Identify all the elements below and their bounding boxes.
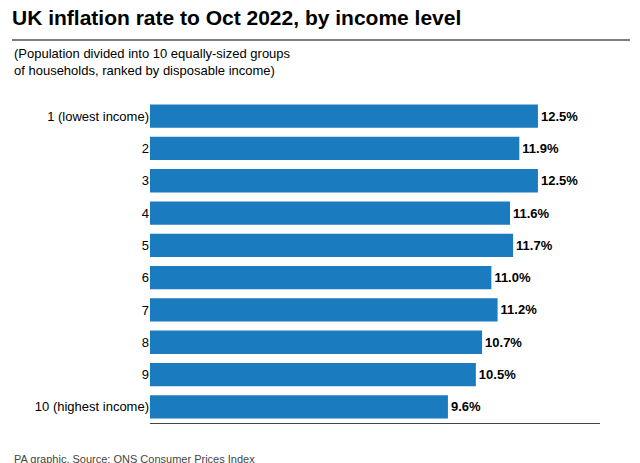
svg-text:PA graphic. Source: ONS Consum: PA graphic. Source: ONS Consumer Prices …	[14, 453, 255, 463]
svg-text:1 (lowest income): 1 (lowest income)	[47, 109, 149, 124]
svg-text:12.5%: 12.5%	[541, 173, 578, 188]
svg-text:6: 6	[142, 270, 149, 285]
svg-text:11.7%: 11.7%	[516, 238, 553, 253]
svg-text:12.5%: 12.5%	[541, 109, 578, 124]
svg-text:9: 9	[142, 367, 149, 382]
svg-text:5: 5	[142, 238, 149, 253]
svg-text:10.7%: 10.7%	[485, 335, 522, 350]
svg-text:UK inflation rate to Oct 2022,: UK inflation rate to Oct 2022, by income…	[12, 6, 461, 29]
svg-text:10 (highest income): 10 (highest income)	[35, 399, 149, 414]
svg-text:3: 3	[142, 173, 149, 188]
svg-text:4: 4	[142, 206, 149, 221]
svg-text:2: 2	[142, 141, 149, 156]
svg-text:11.9%: 11.9%	[522, 141, 559, 156]
svg-text:8: 8	[142, 335, 149, 350]
svg-text:11.2%: 11.2%	[501, 302, 538, 317]
svg-text:9.6%: 9.6%	[451, 399, 481, 414]
svg-text:10.5%: 10.5%	[479, 367, 516, 382]
svg-text:11.0%: 11.0%	[494, 270, 531, 285]
svg-text:7: 7	[142, 303, 149, 318]
svg-text:11.6%: 11.6%	[513, 206, 550, 221]
svg-text:(Population divided into 10 eq: (Population divided into 10 equally-size…	[14, 46, 291, 78]
